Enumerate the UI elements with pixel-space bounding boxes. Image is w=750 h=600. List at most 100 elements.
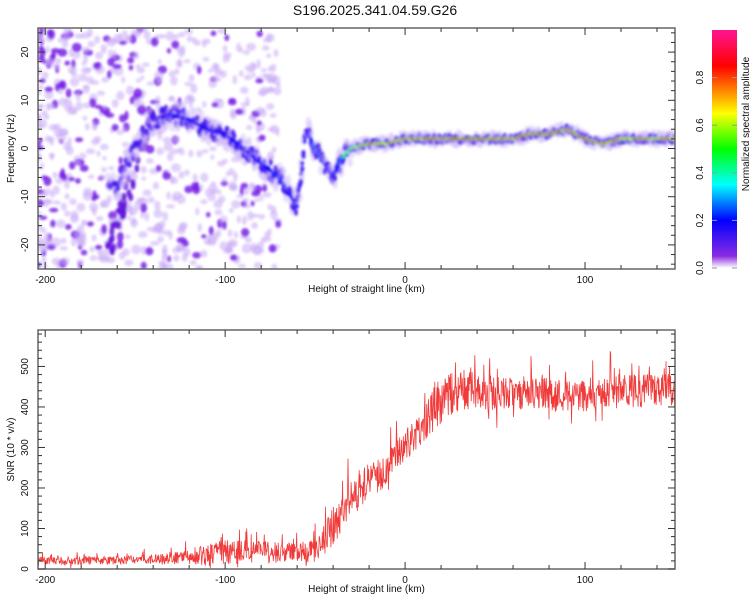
noise-blob	[118, 156, 123, 165]
noise-blob	[71, 50, 81, 59]
noise-blob	[60, 237, 67, 244]
noise-blob	[94, 244, 103, 250]
noise-blob	[228, 207, 234, 214]
noise-blob	[203, 238, 212, 246]
x-axis-label: Height of straight line (km)	[308, 284, 425, 295]
noise-blob	[177, 32, 186, 38]
noise-blob	[102, 156, 107, 161]
noise-blob	[149, 168, 159, 175]
bottom-plot-frame	[37, 329, 676, 570]
noise-blob	[111, 243, 117, 252]
ridge-halo	[338, 167, 345, 178]
noise-blob	[49, 152, 54, 161]
noise-blob	[157, 130, 163, 141]
noise-blob	[219, 241, 229, 251]
noise-blob	[60, 202, 68, 211]
ridge-halo	[331, 178, 338, 189]
noise-blob	[100, 166, 107, 173]
noise-blob	[250, 213, 260, 218]
noise-blob	[100, 249, 110, 256]
noise-blob	[240, 228, 250, 237]
noise-blob	[146, 226, 156, 232]
noise-blob	[169, 176, 179, 185]
noise-blob	[101, 224, 107, 235]
noise-blob	[124, 259, 134, 267]
spectrogram-image	[38, 28, 675, 269]
noise-blob	[60, 168, 65, 176]
noise-blob	[44, 89, 54, 100]
noise-blob	[39, 227, 47, 234]
noise-blob	[248, 184, 256, 192]
noise-blob	[255, 78, 264, 84]
noise-blob	[121, 126, 127, 133]
ridge-outer	[332, 174, 338, 182]
noise-blob	[59, 246, 68, 251]
noise-blob	[108, 210, 118, 220]
noise-blob	[241, 215, 248, 226]
noise-blob	[91, 234, 97, 242]
noise-blob	[53, 63, 60, 70]
noise-blob	[82, 115, 88, 121]
noise-blob	[162, 171, 172, 180]
noise-blob	[124, 34, 132, 41]
noise-blob	[125, 85, 134, 96]
noise-blob	[195, 207, 200, 216]
noise-blob	[213, 77, 222, 82]
noise-blob	[130, 217, 136, 225]
x-tick-label: 100	[577, 575, 594, 586]
noise-blob	[39, 162, 45, 171]
y-tick-label: -10	[20, 189, 31, 204]
noise-blob	[243, 187, 250, 196]
noise-blob	[61, 40, 69, 48]
noise-blob	[58, 81, 65, 88]
noise-blob	[176, 194, 186, 205]
noise-blob	[108, 236, 114, 245]
ridge-outer	[293, 208, 299, 216]
noise-blob	[141, 176, 147, 181]
x-tick-label: -200	[35, 275, 55, 286]
noise-blob	[266, 102, 275, 111]
noise-blob	[269, 113, 277, 118]
noise-blob	[96, 150, 101, 157]
noise-blob	[270, 205, 277, 214]
noise-blob	[121, 248, 130, 256]
noise-blob	[38, 89, 42, 96]
noise-blob	[64, 60, 71, 66]
noise-blob	[192, 173, 198, 182]
noise-blob	[109, 227, 115, 236]
noise-blob	[147, 196, 155, 204]
noise-blob	[222, 55, 230, 63]
noise-blob	[102, 105, 108, 111]
noise-blob	[82, 85, 90, 90]
noise-blob	[44, 86, 54, 93]
noise-blob	[246, 42, 257, 51]
noise-blob	[215, 229, 222, 238]
noise-blob	[245, 96, 250, 106]
noise-blob	[210, 154, 215, 160]
ridge-halo	[169, 121, 176, 132]
noise-blob	[89, 246, 95, 253]
noise-blob	[202, 100, 207, 108]
noise-blob	[173, 254, 180, 262]
colorbar-gradient	[712, 30, 737, 268]
noise-blob	[57, 37, 63, 43]
noise-blob	[112, 63, 122, 70]
noise-blob	[140, 203, 148, 213]
noise-blob	[205, 211, 211, 218]
noise-blob	[222, 45, 228, 53]
noise-blob	[153, 71, 164, 81]
noise-blob	[136, 66, 146, 74]
noise-blob	[237, 263, 247, 269]
noise-blob	[267, 228, 272, 236]
noise-blob	[242, 198, 250, 203]
y-tick-label: 300	[20, 439, 31, 456]
noise-blob	[196, 65, 202, 75]
noise-blob	[57, 128, 68, 137]
y-axis-label: Frequency (Hz)	[6, 114, 17, 183]
noise-blob	[51, 257, 62, 266]
ridge-mid	[300, 160, 305, 166]
noise-blob	[181, 253, 188, 262]
x-tick-label: -100	[215, 575, 235, 586]
noise-blob	[271, 146, 277, 153]
noise-blob	[38, 45, 44, 51]
